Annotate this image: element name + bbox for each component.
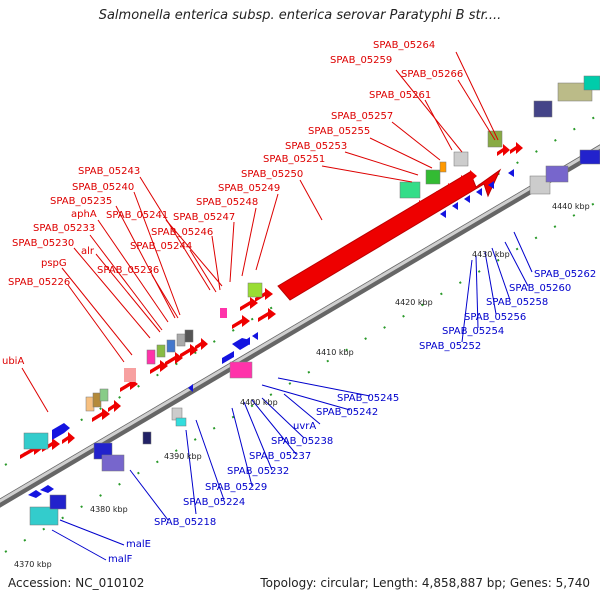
kbp-label: 4390 kbp [164,452,202,461]
gene-label: SPAB_05230 [12,238,74,249]
gene-label: SPAB_05238 [271,436,333,447]
gene-label: SPAB_05253 [285,141,347,152]
reverse-gene-arrows [23,149,600,526]
gene-label: SPAB_05251 [263,154,325,165]
gene-label: malF [108,554,133,565]
kbp-label: 4430 kbp [472,250,510,259]
gene-label: SPAB_05266 [401,69,463,80]
gene-label: SPAB_05249 [218,183,280,194]
kbp-label: 4370 kbp [14,560,52,569]
gene-label: SPAB_05250 [241,169,303,180]
kbp-axis-labels: 4370 kbp 4380 kbp 4390 kbp 4400 kbp 4410… [14,202,590,569]
gene-label: SPAB_05262 [534,269,596,280]
forward-leader-lines [21,51,499,413]
gene-label: SPAB_05247 [173,212,235,223]
genome-title: Salmonella enterica subsp. enterica sero… [98,8,502,23]
gene-label: SPAB_05261 [369,90,431,101]
forward-gene-arrows [20,142,523,459]
gene-label: SPAB_05232 [227,466,289,477]
gene-label: malE [126,539,151,550]
gene-label: SPAB_05255 [308,126,370,137]
gene-label: SPAB_05246 [151,227,213,238]
gene-label: SPAB_05244 [130,241,192,252]
kbp-label: 4420 kbp [395,298,433,307]
gene-label: SPAB_05235 [50,196,112,207]
gene-label: SPAB_05237 [249,451,311,462]
gene-label: alr [81,246,95,257]
gene-label: SPAB_05243 [78,166,140,177]
gene-label: ubiA [2,356,24,367]
gene-label: SPAB_05229 [205,482,267,493]
gene-label: SPAB_05257 [331,111,393,122]
gene-label: SPAB_05254 [442,326,504,337]
genome-summary-text: Topology: circular; Length: 4,858,887 bp… [260,576,590,590]
gene-label: SPAB_05218 [154,517,216,528]
gene-label: SPAB_05233 [33,223,95,234]
gene-label: SPAB_05259 [330,55,392,66]
kbp-label: 4410 kbp [316,348,354,357]
gene-label: SPAB_05256 [464,312,526,323]
gene-label: SPAB_05226 [8,277,70,288]
gene-label: SPAB_05236 [97,265,159,276]
gene-label: SPAB_05248 [196,197,258,208]
gene-label: SPAB_05260 [509,283,571,294]
gene-label: SPAB_05224 [183,497,245,508]
gene-label: SPAB_05252 [419,341,481,352]
gene-label: SPAB_05240 [72,182,134,193]
accession-text: Accession: NC_010102 [8,576,145,590]
forward-gene-large [277,168,502,301]
kbp-label: 4440 kbp [552,202,590,211]
gene-label: uvrA [293,421,316,432]
gene-label: SPAB_05264 [373,40,435,51]
gene-label: SPAB_05258 [486,297,548,308]
gene-label: SPAB_05242 [316,407,378,418]
reverse-gene-labels: SPAB_05262 SPAB_05260 SPAB_05258 SPAB_05… [108,269,596,565]
gene-label: SPAB_05245 [337,393,399,404]
kbp-label: 4380 kbp [90,505,128,514]
gene-boxes [85,75,600,412]
gene-label: aphA [71,209,97,220]
reverse-leader-lines [51,231,533,561]
kbp-label: 4400 kbp [240,398,278,407]
forward-gene-labels: SPAB_05264 SPAB_05259 SPAB_05266 SPAB_05… [2,40,463,367]
gene-label: SPAB_05241 [106,210,168,221]
gene-label: pspG [41,258,67,269]
